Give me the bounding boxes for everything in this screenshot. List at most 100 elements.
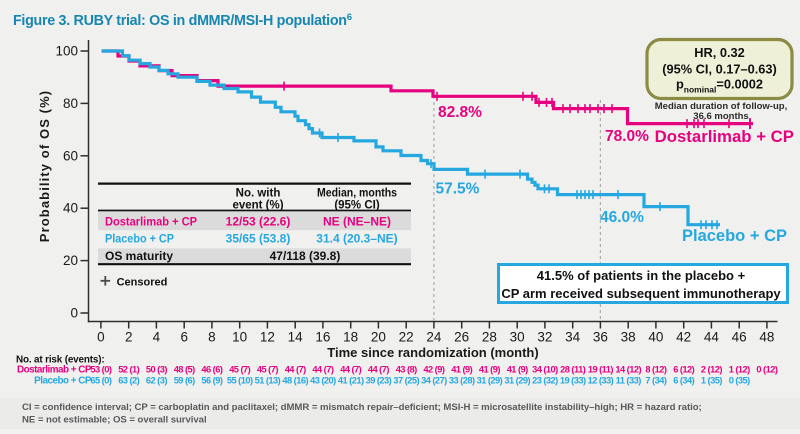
svg-text:19 (11): 19 (11) — [588, 365, 614, 375]
svg-text:12: 12 — [260, 330, 275, 345]
svg-text:Probability of OS (%): Probability of OS (%) — [37, 90, 52, 242]
svg-text:45 (7): 45 (7) — [229, 365, 250, 375]
svg-text:22: 22 — [399, 330, 414, 345]
svg-text:16: 16 — [315, 330, 330, 345]
svg-text:36.6 months: 36.6 months — [693, 111, 748, 122]
svg-text:34 (10): 34 (10) — [532, 365, 558, 375]
svg-text:1 (35): 1 (35) — [701, 376, 722, 386]
svg-text:18: 18 — [343, 330, 358, 345]
svg-text:42 (9): 42 (9) — [423, 365, 444, 375]
svg-text:Time since randomization (mont: Time since randomization (month) — [327, 345, 538, 360]
svg-text:2: 2 — [125, 330, 133, 345]
svg-text:65 (0): 65 (0) — [90, 376, 111, 386]
svg-text:8 (12): 8 (12) — [645, 365, 666, 375]
svg-text:CI = confidence interval; CP =: CI = confidence interval; CP = carboplat… — [22, 402, 702, 413]
svg-text:10: 10 — [232, 330, 247, 345]
svg-text:50 (3): 50 (3) — [146, 365, 167, 375]
svg-text:31 (29): 31 (29) — [504, 376, 530, 386]
svg-text:6: 6 — [180, 330, 188, 345]
svg-text:NE (NE–NE): NE (NE–NE) — [323, 215, 391, 229]
svg-text:35/65 (53.8): 35/65 (53.8) — [226, 232, 291, 246]
svg-text:Placebo + CP: Placebo + CP — [34, 376, 92, 387]
svg-text:41.5% of patients in the place: 41.5% of patients in the placebo + — [537, 268, 746, 283]
svg-text:41 (9): 41 (9) — [507, 365, 528, 375]
svg-text:44 (7): 44 (7) — [312, 365, 333, 375]
svg-text:0 (35): 0 (35) — [729, 376, 750, 386]
svg-text:20: 20 — [371, 330, 386, 345]
svg-text:12/53 (22.6): 12/53 (22.6) — [226, 215, 291, 229]
svg-text:7 (34): 7 (34) — [645, 376, 666, 386]
svg-text:24: 24 — [426, 330, 442, 345]
svg-text:28 (11): 28 (11) — [560, 365, 586, 375]
svg-text:44 (7): 44 (7) — [368, 365, 389, 375]
svg-text:Dostarlimab + CP: Dostarlimab + CP — [17, 365, 92, 376]
svg-text:(95% CI, 0.17–0.63): (95% CI, 0.17–0.63) — [662, 62, 777, 77]
svg-text:(95% CI): (95% CI) — [334, 200, 380, 212]
svg-text:46.0%: 46.0% — [600, 209, 644, 226]
svg-text:pnominal=0.0002: pnominal=0.0002 — [676, 77, 763, 95]
svg-text:51 (13): 51 (13) — [255, 376, 281, 386]
svg-text:11 (33): 11 (33) — [616, 376, 642, 386]
svg-text:46: 46 — [732, 330, 747, 345]
svg-text:41 (9): 41 (9) — [451, 365, 472, 375]
svg-text:48 (16): 48 (16) — [282, 376, 308, 386]
svg-text:44 (7): 44 (7) — [340, 365, 361, 375]
svg-text:4: 4 — [153, 330, 161, 345]
svg-text:46 (6): 46 (6) — [201, 365, 222, 375]
svg-text:Dostarlimab + CP: Dostarlimab + CP — [105, 215, 197, 229]
svg-text:53 (0): 53 (0) — [90, 365, 111, 375]
svg-text:100: 100 — [55, 44, 78, 59]
svg-text:60: 60 — [63, 148, 78, 163]
svg-text:63 (2): 63 (2) — [118, 376, 139, 386]
svg-text:Censored: Censored — [117, 277, 168, 289]
svg-text:CP arm received subsequent imm: CP arm received subsequent immunotherapy — [501, 286, 781, 301]
svg-text:56 (9): 56 (9) — [201, 376, 222, 386]
svg-text:34 (27): 34 (27) — [421, 376, 447, 386]
svg-text:59 (6): 59 (6) — [174, 376, 195, 386]
svg-text:Figure 3. RUBY trial: OS in dM: Figure 3. RUBY trial: OS in dMMR/MSI-H p… — [13, 12, 352, 29]
svg-text:event (%): event (%) — [232, 200, 283, 212]
svg-text:Median duration of follow-up,: Median duration of follow-up, — [655, 101, 787, 112]
svg-text:Median, months: Median, months — [317, 188, 397, 200]
svg-text:38: 38 — [621, 330, 636, 345]
svg-text:31 (29): 31 (29) — [477, 376, 503, 386]
svg-text:HR, 0.32: HR, 0.32 — [694, 45, 745, 60]
svg-text:Dostarlimab + CP: Dostarlimab + CP — [655, 127, 794, 146]
svg-text:14 (12): 14 (12) — [615, 365, 641, 375]
svg-text:19 (33): 19 (33) — [560, 376, 586, 386]
svg-text:OS maturity: OS maturity — [105, 249, 173, 263]
svg-text:40: 40 — [63, 201, 78, 216]
svg-text:33 (28): 33 (28) — [449, 376, 475, 386]
svg-text:80: 80 — [63, 96, 78, 111]
svg-text:0: 0 — [70, 306, 78, 321]
svg-text:Placebo + CP: Placebo + CP — [105, 232, 174, 246]
svg-text:12 (33): 12 (33) — [588, 376, 614, 386]
svg-text:14: 14 — [288, 330, 304, 345]
svg-text:26: 26 — [454, 330, 469, 345]
svg-text:47/118 (39.8): 47/118 (39.8) — [270, 249, 341, 263]
svg-text:44: 44 — [704, 330, 720, 345]
svg-text:34: 34 — [565, 330, 581, 345]
svg-text:20: 20 — [63, 253, 78, 268]
svg-text:42: 42 — [676, 330, 691, 345]
svg-text:Placebo + CP: Placebo + CP — [682, 227, 787, 245]
svg-text:No. at risk (events):: No. at risk (events): — [16, 355, 105, 366]
svg-text:6 (34): 6 (34) — [673, 376, 694, 386]
svg-text:NE = not estimable; OS = overa: NE = not estimable; OS = overall surviva… — [22, 415, 207, 426]
svg-text:82.8%: 82.8% — [438, 104, 482, 121]
svg-text:41 (21): 41 (21) — [338, 376, 364, 386]
svg-text:6 (12): 6 (12) — [673, 365, 694, 375]
svg-text:No. with: No. with — [236, 188, 281, 200]
svg-text:62 (3): 62 (3) — [146, 376, 167, 386]
svg-text:31.4 (20.3–NE): 31.4 (20.3–NE) — [316, 232, 397, 246]
svg-text:78.0%: 78.0% — [605, 128, 649, 145]
svg-text:43 (20): 43 (20) — [310, 376, 336, 386]
svg-text:40: 40 — [648, 330, 663, 345]
svg-text:8: 8 — [208, 330, 216, 345]
svg-text:28: 28 — [482, 330, 497, 345]
svg-text:30: 30 — [510, 330, 525, 345]
svg-text:32: 32 — [537, 330, 552, 345]
svg-text:43 (8): 43 (8) — [396, 365, 417, 375]
svg-text:57.5%: 57.5% — [436, 181, 480, 198]
svg-text:37 (25): 37 (25) — [393, 376, 419, 386]
